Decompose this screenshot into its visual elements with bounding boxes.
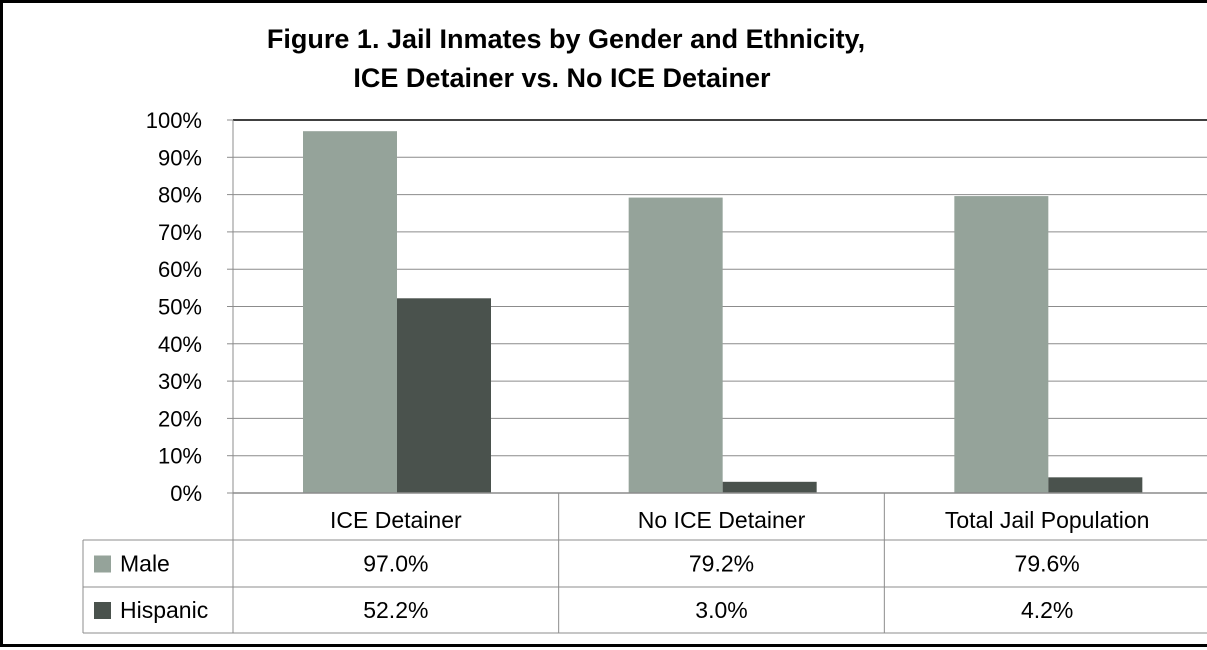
x-category-label: ICE Detainer: [330, 507, 462, 533]
legend-label-male: Male: [120, 551, 170, 577]
chart-svg: Figure 1. Jail Inmates by Gender and Eth…: [82, 24, 1207, 634]
y-tick-label: 20%: [158, 406, 202, 431]
legend-swatch-hispanic: [94, 602, 111, 619]
y-tick-label: 90%: [158, 145, 202, 170]
y-tick-label: 0%: [170, 481, 202, 506]
chart-title: Figure 1. Jail Inmates by Gender and Eth…: [267, 24, 865, 54]
y-tick-label: 100%: [146, 108, 202, 133]
x-category-label: Total Jail Population: [945, 507, 1150, 533]
y-tick-label: 60%: [158, 257, 202, 282]
data-label: 97.0%: [363, 551, 428, 577]
data-label: 79.2%: [689, 551, 754, 577]
bar-male-1: [303, 131, 397, 493]
bar-hispanic-3: [1048, 477, 1143, 493]
y-tick-label: 80%: [158, 183, 202, 208]
legend-swatch-male: [94, 555, 111, 573]
bar-male-2: [628, 197, 723, 494]
bar-male-3: [954, 196, 1049, 494]
chart-subtitle: ICE Detainer vs. No ICE Detainer: [353, 63, 771, 93]
data-label: 52.2%: [363, 597, 428, 623]
bar-hispanic-2: [722, 481, 817, 493]
y-tick-label: 40%: [158, 332, 202, 357]
y-tick-label: 30%: [158, 369, 202, 394]
x-category-label: No ICE Detainer: [638, 507, 806, 533]
y-tick-label: 70%: [158, 220, 202, 245]
y-tick-label: 50%: [158, 295, 202, 320]
bar-hispanic-1: [397, 298, 491, 493]
data-label: 79.6%: [1015, 551, 1080, 577]
data-label: 4.2%: [1021, 597, 1073, 623]
legend-label-hispanic: Hispanic: [120, 597, 208, 623]
y-tick-label: 10%: [158, 444, 202, 469]
data-label: 3.0%: [695, 597, 747, 623]
